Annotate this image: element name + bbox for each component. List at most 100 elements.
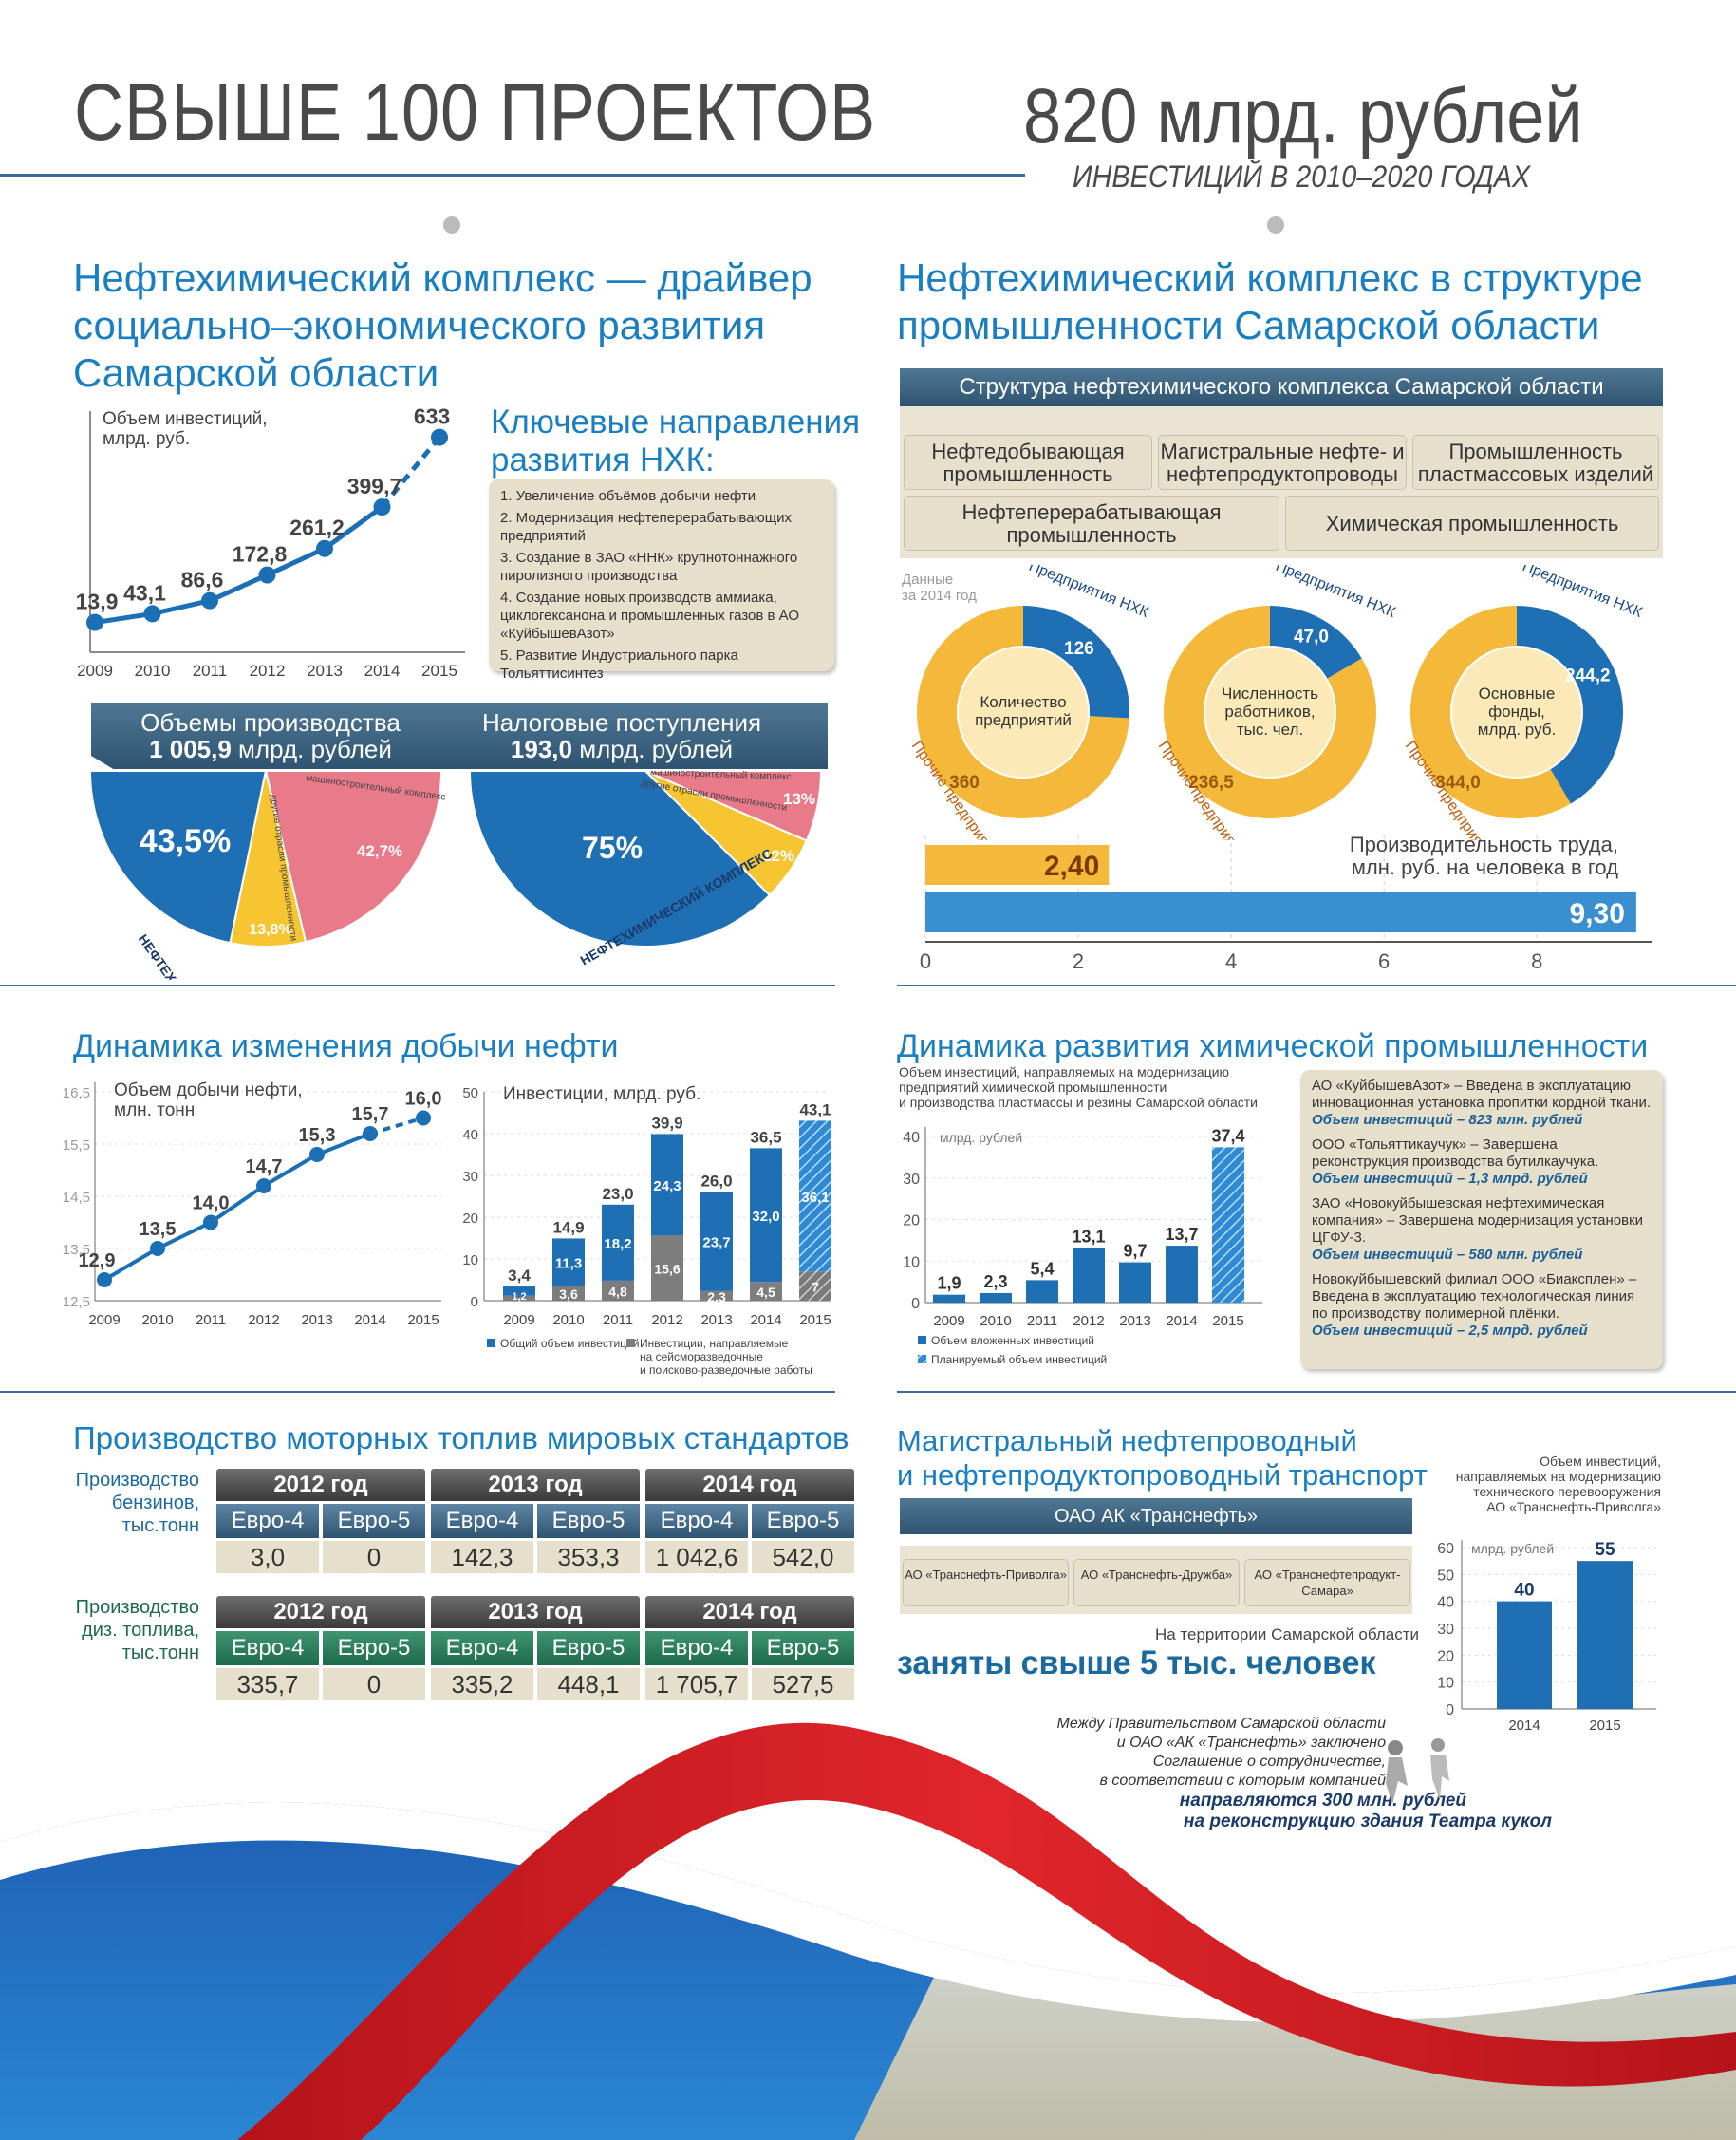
- struct-box: Магистральные нефте- и нефтепродуктопров…: [1158, 435, 1407, 490]
- donut-center: [1452, 648, 1581, 777]
- oil-value-label: 15,3: [299, 1125, 336, 1146]
- pie-slice: [470, 771, 772, 948]
- key-title: Ключевые направления развития НХК:: [491, 404, 861, 479]
- productivity-bar-other: [925, 845, 1110, 885]
- pie-label: 12%: [762, 847, 794, 865]
- bar-seg-label: 36,1: [801, 1190, 829, 1206]
- year-header: 2013 год: [431, 1596, 640, 1628]
- header-right-title: 820 млрд. рублей: [1023, 73, 1583, 160]
- y-tick-label: 10: [903, 1254, 920, 1270]
- chart-title-2: направляемых на модернизацию: [1456, 1469, 1661, 1484]
- s5-title: Производство моторных топлив мировых ста…: [73, 1420, 849, 1455]
- oil-line: [103, 1132, 371, 1282]
- struct-box: Промышленность пластмассовых изделий: [1412, 435, 1659, 490]
- donut-nhk-segment: [1023, 606, 1129, 719]
- donut-center-label: Численность: [1222, 685, 1318, 703]
- invest-line: [94, 505, 383, 626]
- y-label-1: Объем инвестиций,: [103, 409, 268, 429]
- invest-value-label: 261,2: [289, 516, 345, 540]
- y-tick-label: 60: [1437, 1541, 1454, 1557]
- euro-header: Евро-5: [537, 1504, 640, 1538]
- bar-seg-label: 18,2: [604, 1236, 631, 1252]
- chem-bar-label: 37,4: [1211, 1126, 1244, 1145]
- x-tick-label: 2011: [603, 1312, 633, 1328]
- oil-year-label: 2012: [248, 1312, 279, 1328]
- bar-total-invest: [651, 1134, 683, 1236]
- bar-seismic: [750, 1282, 782, 1301]
- bar-seismic: [651, 1235, 683, 1301]
- chem-bar: [1166, 1246, 1198, 1303]
- oil-value-label: 16,0: [405, 1089, 442, 1110]
- prod-pie: 43,5%13,8%42,7%НЕФТЕХИМИЧЕСКИЙ КОМПЛЕКСд…: [88, 771, 446, 980]
- oil-year-label: 2011: [196, 1312, 226, 1328]
- bar-seismic: [799, 1271, 831, 1301]
- y-label: Инвестиции, млрд. руб.: [503, 1084, 700, 1104]
- key-item: 3. Создание в ЗАО «ННК» крупнотоннажного…: [500, 550, 798, 584]
- x-tick-label: 2012: [651, 1312, 682, 1328]
- bar-seg-label: 24,3: [653, 1178, 681, 1194]
- invest-year-label: 2011: [193, 662, 228, 680]
- s3-title: Динамика изменения добычи нефти: [73, 1028, 619, 1064]
- y-tick-label: 30: [903, 1172, 920, 1188]
- productivity-value-nhk: 9,30: [1570, 898, 1625, 929]
- y-tick-label: 40: [903, 1130, 920, 1146]
- header-divider: [0, 174, 1025, 177]
- productivity-bar-nhk: [925, 892, 1636, 932]
- year-header: 2012 год: [216, 1469, 425, 1501]
- y-tick-label: 0: [911, 1296, 920, 1312]
- donut-nhk-segment: [1270, 606, 1362, 679]
- euro-header: Евро-4: [431, 1504, 533, 1538]
- diesel-label: Производство диз. топлива, тыс.тонн: [75, 1597, 199, 1663]
- legend-swatch: [918, 1336, 926, 1344]
- puppet-icon: [1386, 1738, 1449, 1805]
- key-item: 1. Увеличение объёмов добычи нефти: [500, 488, 756, 504]
- prod-header: Объемы производства 1 005,9 млрд. рублей: [140, 708, 401, 763]
- x-tick-label: 2013: [700, 1312, 732, 1328]
- x-tick-label: 6: [1378, 949, 1390, 973]
- year-header: 2014 год: [645, 1469, 854, 1501]
- x-tick-label: 8: [1531, 949, 1542, 973]
- bar-seg-label: 4,8: [608, 1284, 627, 1299]
- agreement-text: Между Правительством Самарской области и…: [1056, 1716, 1386, 1789]
- tax-header: Налоговые поступления 193,0 млрд. рублей: [481, 708, 762, 763]
- legend-label: на сейсморазведочные: [640, 1350, 763, 1363]
- dot-right: [1267, 216, 1284, 234]
- x-tick-label: 2014: [750, 1312, 781, 1328]
- s4-title: Динамика развития химической промышленно…: [897, 1028, 1649, 1064]
- fuel-value: 335,2: [431, 1668, 533, 1700]
- chart-title-3: и производства пластмассы и резины Самар…: [899, 1095, 1258, 1110]
- fuel-value: 1 705,7: [645, 1668, 748, 1700]
- donut-center: [1205, 648, 1335, 777]
- chem-bar-chart: Объем инвестиций, направляемых на модерн…: [899, 1065, 1262, 1366]
- x-tick-label: 2009: [933, 1313, 964, 1329]
- donut-other-segment: [1410, 606, 1571, 818]
- transneft-child: АО «Транснефтепродукт-Самара»: [1244, 1559, 1410, 1606]
- oil-year-label: 2010: [141, 1312, 173, 1328]
- chart-title-1: Объем инвестиций, направляемых на модерн…: [899, 1065, 1229, 1079]
- y-tick-label: 30: [1437, 1622, 1454, 1638]
- y-tick-label: 10: [1437, 1676, 1454, 1692]
- donut-other-value: 344,0: [1435, 773, 1481, 793]
- x-tick-label: 2015: [799, 1312, 831, 1328]
- fuel-value: 0: [323, 1668, 425, 1700]
- transneft-child: АО «Транснефть-Приволга»: [903, 1559, 1069, 1606]
- oil-line-forecast: [369, 1116, 424, 1136]
- y-tick-label: 0: [1446, 1702, 1454, 1718]
- y-tick-label: 50: [1437, 1567, 1454, 1584]
- chart-title-1: Объем инвестиций,: [1540, 1454, 1661, 1469]
- bar-seg-label: 23,7: [702, 1235, 730, 1251]
- donut-center-label: предприятий: [975, 711, 1072, 729]
- chem-bar-label: 5,4: [1030, 1259, 1054, 1278]
- header-left-title: СВЫШЕ 100 ПРОЕКТОВ: [74, 67, 877, 157]
- invest-point: [258, 566, 276, 584]
- pie-label: 75%: [582, 831, 643, 865]
- year-header: 2013 год: [431, 1469, 640, 1501]
- chem-bar: [933, 1294, 965, 1303]
- legend-swatch: [918, 1355, 926, 1363]
- donut-other-segment: [1164, 606, 1376, 818]
- donut-nhk-value: 126: [1064, 639, 1094, 659]
- bar-seismic: [700, 1290, 733, 1301]
- pie-label: 43,5%: [140, 823, 231, 859]
- invest-value-label: 172,8: [233, 542, 288, 567]
